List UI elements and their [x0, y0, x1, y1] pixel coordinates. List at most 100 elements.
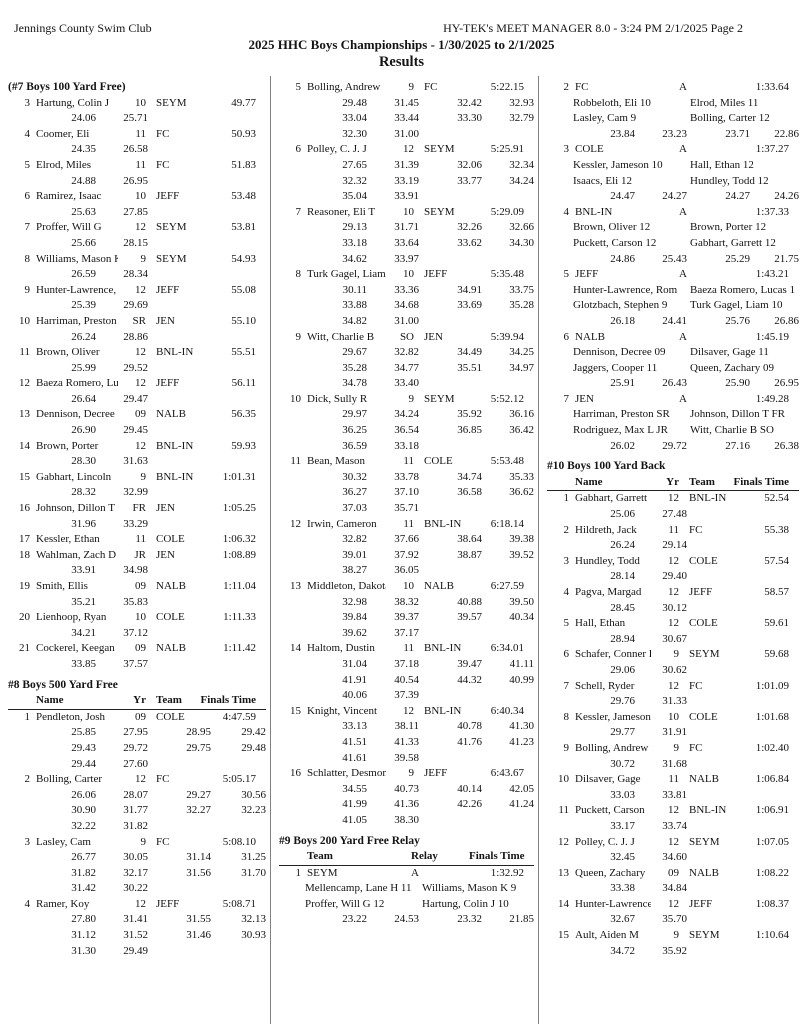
result-row: 16 Schlatter, Desmond 9 JEFF 6:43.67 [279, 766, 534, 782]
year: 12 [135, 377, 146, 390]
split-time: 24.35 [71, 143, 96, 156]
relay-swimmers-row: Lasley, Cam 9 Bolling, Carter 12 [573, 111, 799, 127]
split-time: 27.65 [342, 158, 367, 171]
split-time: 27.48 [662, 508, 687, 521]
split-time: 37.92 [394, 548, 419, 561]
split-time [148, 142, 211, 158]
split-time: 29.44 [71, 757, 96, 770]
split-time: 30.56 [241, 788, 266, 801]
result-row: 5 Elrod, Miles 11 FC 51.83 [8, 158, 266, 174]
split-time: 40.34 [509, 611, 534, 624]
swimmer-name: Brown, Porter [36, 439, 99, 452]
relay-swimmer: Harriman, Preston SR [573, 408, 670, 421]
split-time: 41.30 [509, 720, 534, 733]
swimmer-name: Dick, Sully R [307, 392, 368, 405]
split-time: 34.30 [509, 236, 534, 249]
swimmer-name: Middleton, Dakota [307, 580, 386, 592]
split-time: 33.19 [394, 174, 419, 187]
year: SR [132, 314, 146, 327]
place: 10 [290, 392, 301, 405]
split-time: 38.87 [457, 548, 482, 561]
splits-row: 39.01 37.92 38.87 39.52 [279, 548, 534, 564]
relay-swimmers-row: Puckett, Carson 12 Gabhart, Garrett 12 [573, 236, 799, 252]
finals-time: 59.68 [764, 648, 789, 661]
split-time [750, 694, 799, 710]
place: 3 [563, 554, 570, 567]
result-row: 6 Schafer, Conner E 9 SEYM 59.68 [547, 647, 799, 663]
results-header-row: Name Yr Team Finals Time [8, 693, 266, 710]
swimmer-name: Hunter-Lawrence, Rc [36, 283, 118, 296]
swimmer-name: Harriman, Preston [36, 314, 117, 327]
year: 12 [668, 897, 679, 910]
place: 13 [290, 580, 301, 592]
split-time: 29.13 [342, 221, 367, 234]
split-time: 34.77 [394, 361, 419, 374]
split-time: 31.56 [186, 866, 211, 879]
split-time: 34.72 [610, 944, 635, 957]
swimmer-name: Schafer, Conner E [575, 648, 651, 661]
result-row: 14 Haltom, Dustin 11 BNL-IN 6:34.01 [279, 641, 534, 657]
splits-row: 32.30 31.00 [279, 127, 534, 143]
year: 9 [408, 81, 415, 93]
result-row: 12 Baeza Romero, Lucas 12 JEFF 56.11 [8, 376, 266, 392]
year: 12 [668, 617, 679, 630]
splits-row: 33.13 38.11 40.78 41.30 [279, 719, 534, 735]
header-finals-label: Finals Time [469, 850, 525, 863]
split-time [211, 819, 266, 835]
splits-row: 33.04 33.44 33.30 32.79 [279, 111, 534, 127]
relay-swimmers-row: Brown, Oliver 12 Brown, Porter 12 [573, 220, 799, 236]
splits-row: 29.13 31.71 32.26 32.66 [279, 220, 534, 236]
split-time [482, 501, 534, 517]
split-time [419, 688, 482, 704]
split-time: 40.06 [342, 689, 367, 702]
result-row: 16 Johnson, Dillon T FR JEN 1:05.25 [8, 501, 266, 517]
relay-swimmers-row: Kessler, Jameson 10 Hall, Ethan 12 [573, 158, 799, 174]
splits-row: 29.43 29.72 29.75 29.48 [8, 741, 266, 757]
split-time: 37.39 [394, 689, 419, 702]
splits-row: 26.64 29.47 [8, 392, 266, 408]
splits-row: 28.32 32.99 [8, 485, 266, 501]
split-time: 33.97 [394, 252, 419, 265]
split-time [148, 267, 211, 283]
split-time: 38.64 [457, 533, 482, 546]
swimmer-name: Schlatter, Desmond [307, 767, 386, 780]
split-time: 38.30 [394, 813, 419, 826]
column-1: (#7 Boys 100 Yard Free) 3 Hartung, Colin J… [0, 76, 270, 1024]
split-time: 32.98 [342, 595, 367, 608]
split-time: 35.28 [509, 299, 534, 312]
swimmer-name: Williams, Mason K [36, 252, 118, 265]
split-time [687, 632, 750, 648]
split-time [148, 944, 211, 960]
finals-time: 1:37.33 [755, 205, 789, 218]
split-time: 34.98 [123, 564, 148, 577]
split-time: 32.82 [342, 533, 367, 546]
swimmer-name: Haltom, Dustin [307, 642, 375, 655]
swimmer-name: Turk Gagel, Liam [307, 268, 386, 281]
split-time: 31.00 [394, 127, 419, 140]
split-time: 41.51 [342, 735, 367, 748]
split-time: 39.52 [509, 548, 534, 561]
result-row: 8 Kessler, Jameson 10 COLE 1:01.68 [547, 710, 799, 726]
place: 15 [19, 470, 30, 483]
swimmer-name: Knight, Vincent [307, 704, 378, 717]
relay-team: SEYM [307, 866, 338, 879]
place: 4 [563, 586, 570, 598]
team: BNL-IN [424, 517, 462, 530]
team: JEFF [156, 377, 180, 390]
swimmer-name: Bolling, Carter [36, 773, 102, 786]
split-time [419, 501, 482, 517]
split-time [148, 392, 211, 408]
team: FC [424, 81, 438, 93]
split-time: 29.49 [123, 944, 148, 957]
split-time: 26.59 [71, 268, 96, 281]
split-time: 33.38 [610, 882, 635, 895]
splits-row: 29.77 31.91 [547, 725, 799, 741]
swimmer-name: Schell, Ryder [575, 679, 635, 692]
result-row: 13 Dennison, Decree 09 NALB 56.35 [8, 407, 266, 423]
year: 11 [668, 523, 679, 536]
split-time: 25.85 [71, 726, 96, 739]
split-time: 33.78 [394, 470, 419, 483]
team: SEYM [689, 648, 720, 661]
split-time: 33.40 [394, 377, 419, 390]
split-time [148, 657, 211, 673]
